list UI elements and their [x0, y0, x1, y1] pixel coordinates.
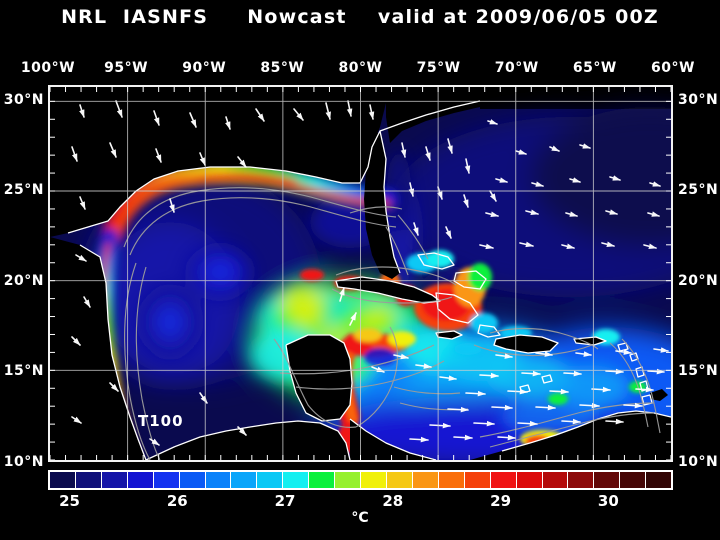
- lon-tick-label-6: 70°W: [494, 60, 539, 76]
- colorbar-tick-29: 29: [490, 492, 512, 510]
- lat-tick-label-l-3: 15°N: [3, 363, 44, 380]
- lat-tick-label-r-3: 15°N: [678, 363, 719, 380]
- colorbar-cell-16: [464, 472, 491, 488]
- colorbar-cell-10: [309, 472, 336, 488]
- lon-tick-label-5: 75°W: [416, 60, 461, 76]
- colorbar-cell-14: [412, 472, 439, 488]
- colorbar-cell-5: [179, 472, 206, 488]
- colorbar-cell-3: [127, 472, 154, 488]
- nodata-strip-ne: [480, 87, 671, 109]
- colorbar-tick-28: 28: [382, 492, 404, 510]
- colorbar-cell-23: [646, 472, 672, 488]
- colorbar-unit-label: °C: [351, 510, 369, 526]
- lon-tick-label-2: 90°W: [182, 60, 227, 76]
- lon-tick-label-7: 65°W: [572, 60, 617, 76]
- lat-tick-label-l-1: 25°N: [3, 182, 44, 199]
- lat-tick-label-l-4: 10°N: [3, 454, 44, 470]
- lon-tick-label-1: 95°W: [104, 60, 149, 76]
- colorbar-cell-12: [361, 472, 387, 488]
- colorbar-cell-22: [620, 472, 647, 488]
- lat-tick-label-r-4: 10°N: [678, 454, 719, 470]
- colorbar-tick-30: 30: [597, 492, 619, 510]
- lon-tick-label-4: 80°W: [338, 60, 383, 76]
- colorbar-cell-20: [568, 472, 595, 488]
- map-gridlines: [50, 87, 671, 460]
- figure-title: NRL IASNFS Nowcast valid at 2009/06/05 0…: [61, 6, 659, 28]
- colorbar-cell-0: [50, 472, 76, 488]
- colorbar-tick-25: 25: [59, 492, 80, 510]
- colorbar-cell-9: [283, 472, 310, 488]
- lat-tick-label-l-0: 30°N: [3, 91, 44, 108]
- map-frame-ticks: [50, 87, 671, 460]
- lat-tick-label-r-0: 30°N: [678, 91, 719, 108]
- current-vectors: [71, 100, 669, 446]
- map-plot-area: [48, 85, 673, 462]
- colorbar-cell-8: [257, 472, 284, 488]
- colorbar-cell-15: [438, 472, 465, 488]
- colorbar-cell-4: [153, 472, 180, 488]
- colorbar-tick-26: 26: [166, 492, 188, 510]
- colorbar-cell-17: [490, 472, 517, 488]
- colorbar-cell-18: [516, 472, 543, 488]
- map-canvas: [50, 87, 671, 460]
- lat-tick-label-r-2: 20°N: [678, 272, 719, 289]
- colorbar-cell-2: [101, 472, 128, 488]
- colorbar-tick-27: 27: [274, 492, 296, 510]
- lat-tick-label-r-1: 25°N: [678, 182, 719, 199]
- lon-tick-label-0: 100°W: [20, 60, 76, 76]
- lat-tick-label-l-2: 20°N: [3, 272, 44, 289]
- map-clip: [50, 87, 671, 460]
- lon-tick-label-8: 60°W: [651, 60, 695, 76]
- colorbar-cell-21: [594, 472, 621, 488]
- field-label: T100: [138, 412, 184, 430]
- colorbar-cell-19: [542, 472, 569, 488]
- colorbar: [48, 470, 673, 490]
- colorbar-cell-1: [75, 472, 102, 488]
- colorbar-cell-6: [205, 472, 232, 488]
- lon-tick-label-3: 85°W: [260, 60, 305, 76]
- colorbar-cell-13: [386, 472, 413, 488]
- colorbar-cell-7: [231, 472, 258, 488]
- colorbar-cell-11: [335, 472, 362, 488]
